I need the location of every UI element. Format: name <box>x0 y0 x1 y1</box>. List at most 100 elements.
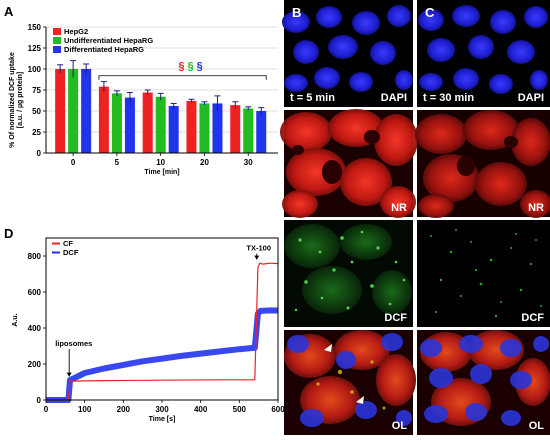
chart-d-y-tick-label: 0 <box>37 396 42 405</box>
chart-d-x-label: Time [s] <box>149 416 176 423</box>
chart-a-bar <box>81 69 92 153</box>
chart-a-bar <box>55 69 66 153</box>
chart-a-legend-label: Undifferentiated HepaRG <box>64 36 153 45</box>
panel-letter-d: D <box>4 226 13 241</box>
time-label-b: t = 5 min <box>290 92 335 104</box>
micrograph-c-dcf <box>417 220 550 327</box>
panel-letter-a: A <box>4 4 14 19</box>
micrograph-b-dcf <box>284 220 413 327</box>
panel-letter-b: B <box>292 5 301 20</box>
chart-a-legend-label: HepG2 <box>64 27 88 36</box>
micrograph-b-ol <box>284 330 416 435</box>
chart-a-y-tick-label: 100 <box>28 65 42 74</box>
chart-d-x-tick-label: 300 <box>155 405 169 414</box>
chart-a-y-tick-label: 25 <box>32 128 41 137</box>
chart-a-bar <box>186 100 197 153</box>
chart-d-arrowhead-icon <box>66 372 72 377</box>
chart-d-series-cf <box>46 262 279 401</box>
chart-a-bar <box>230 105 241 153</box>
channel-label-c-dapi: DAPI <box>518 92 544 104</box>
chart-a-error-bars <box>57 60 265 115</box>
chart-a-legend-swatch <box>53 37 61 44</box>
micrograph-b-dapi <box>282 0 413 107</box>
chart-a: 0 25 50 75 100 125 150 0 5 10 20 30 Time [min] % Of… <box>9 23 278 176</box>
chart-a-significance-annotation: § § § <box>178 61 203 73</box>
chart-a-y-label-line1: % Of normalized DCF uptake <box>9 52 16 148</box>
channel-label-b-dapi: DAPI <box>381 92 407 104</box>
chart-a-bar <box>98 86 109 153</box>
chart-a-bar <box>111 93 122 153</box>
chart-a-bar <box>212 103 223 153</box>
chart-d-annotations: liposomes TX-100 <box>55 244 271 377</box>
chart-a-bar <box>199 103 210 153</box>
chart-a-section-sign: § <box>178 61 184 73</box>
panel-letter-c: C <box>425 5 435 20</box>
chart-a-x-tick-label: 0 <box>71 158 76 167</box>
channel-label-c-nr: NR <box>528 202 544 214</box>
chart-a-legend-swatch <box>53 46 61 53</box>
chart-a-x-tick-label: 30 <box>244 158 253 167</box>
chart-d-x-tick-label: 0 <box>44 405 49 414</box>
chart-a-significance-bracket <box>98 75 267 80</box>
channel-label-b-nr: NR <box>391 202 407 214</box>
chart-a-x-label: Time [min] <box>144 169 179 176</box>
chart-a-section-sign: § <box>184 61 193 73</box>
chart-a-x-tick-label: 20 <box>200 158 209 167</box>
channel-label-b-dcf: DCF <box>384 312 407 324</box>
micrograph-c-ol <box>417 330 550 435</box>
chart-a-bar <box>243 108 254 153</box>
chart-d-x-tick-label: 500 <box>233 405 247 414</box>
chart-d-legend-label: DCF <box>63 248 79 257</box>
chart-a-bar <box>155 96 166 153</box>
chart-a-bar <box>168 105 179 153</box>
chart-a-bars <box>55 69 267 153</box>
chart-a-y-tick-label: 75 <box>32 86 41 95</box>
chart-a-ticks: 0 25 50 75 100 125 150 0 5 10 20 30 <box>28 23 254 167</box>
chart-d-y-label: A.u. <box>12 313 19 326</box>
chart-a-legend-swatch <box>53 28 61 35</box>
chart-d-x-tick-label: 600 <box>271 405 285 414</box>
chart-d-x-tick-label: 100 <box>78 405 92 414</box>
chart-a-y-tick-label: 125 <box>28 44 42 53</box>
chart-d-y-tick-label: 200 <box>28 360 42 369</box>
chart-a-bar <box>68 69 79 153</box>
micrograph-c-nr <box>415 110 550 218</box>
chart-a-bar <box>256 111 267 153</box>
channel-label-b-ol: OL <box>392 420 408 432</box>
micrograph-c-dapi <box>417 0 550 107</box>
chart-a-section-sign: § <box>194 61 203 73</box>
chart-a-bar <box>124 97 135 153</box>
chart-d-y-tick-label: 400 <box>28 324 42 333</box>
chart-d-series-dcf <box>46 307 279 403</box>
micrograph-b-nr <box>280 109 418 218</box>
chart-d-x-tick-label: 400 <box>194 405 208 414</box>
chart-d-arrowhead-icon <box>254 255 260 260</box>
time-label-c: t = 30 min <box>423 92 474 104</box>
chart-a-y-tick-label: 50 <box>32 107 41 116</box>
chart-a-x-tick-label: 5 <box>115 158 120 167</box>
chart-a-y-label-line2: [a.u. / µg protein] <box>17 72 24 129</box>
channel-label-c-dcf: DCF <box>521 312 544 324</box>
chart-a-bar <box>142 92 153 153</box>
chart-a-legend-label: Differentiated HepaRG <box>64 45 144 54</box>
chart-d-x-tick-label: 200 <box>117 405 131 414</box>
micrograph-grid: B C t = 5 min t = 30 min DAPI NR DCF OL … <box>280 0 550 435</box>
chart-d-y-tick-label: 800 <box>28 252 42 261</box>
channel-label-c-ol: OL <box>529 420 545 432</box>
chart-a-y-tick-label: 150 <box>28 23 42 32</box>
arrowhead-icon <box>324 344 332 352</box>
chart-d-y-tick-label: 600 <box>28 288 42 297</box>
chart-d-ticks: 0 100 200 300 400 500 600 0 200 400 600 800 <box>28 252 286 414</box>
chart-a-y-tick-label: 0 <box>37 149 42 158</box>
arrowhead-icon <box>356 396 364 404</box>
chart-d-annotation-label: TX-100 <box>246 244 271 253</box>
chart-d-legend-label: CF <box>63 239 73 248</box>
chart-d-annotation-label: liposomes <box>55 339 92 348</box>
chart-d-series <box>46 262 279 403</box>
chart-a-x-tick-label: 10 <box>156 158 165 167</box>
chart-d: 0 100 200 300 400 500 600 0 200 400 600 800 Time [s… <box>12 237 286 423</box>
